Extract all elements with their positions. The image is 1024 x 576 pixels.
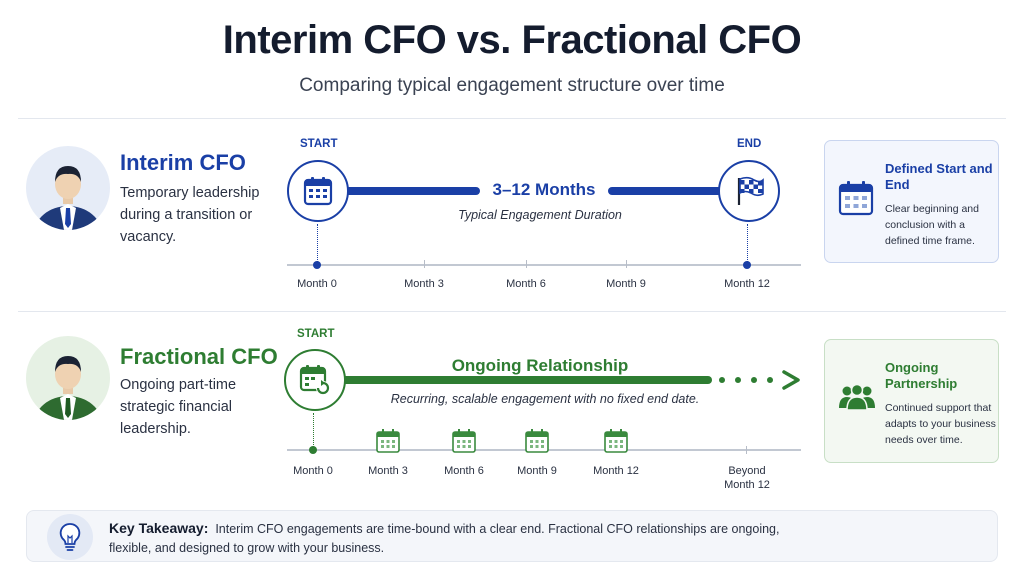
team-icon [837, 382, 877, 417]
interim-end-dot [743, 261, 751, 269]
fractional-ongoing-label: Ongoing Relationship [451, 356, 629, 375]
fractional-start-dot [309, 446, 317, 454]
fractional-tick-label: Month 6 [444, 465, 484, 477]
fractional-tick-label: Month 9 [517, 465, 557, 477]
takeaway-text-block: Key Takeaway: Interim CFO engagements ar… [109, 519, 809, 558]
interim-tick-label: Month 3 [404, 278, 444, 290]
fractional-ongoing-bar [340, 376, 712, 384]
takeaway-text: Interim CFO engagements are time-bound w… [109, 522, 780, 555]
fractional-tick-label: Month 3 [368, 465, 408, 477]
interim-end-flag [718, 160, 780, 222]
interim-description: Temporary leadership during a transition… [120, 185, 260, 245]
interim-start-dot [313, 261, 321, 269]
fractional-title: Fractional CFO [120, 344, 278, 369]
interim-info-card: Defined Start and End Clear beginning an… [824, 140, 999, 263]
takeaway-label: Key Takeaway: [109, 520, 209, 536]
fractional-avatar-icon [26, 336, 110, 420]
interim-title: Interim CFO [120, 150, 246, 175]
interim-tick [424, 260, 425, 268]
month-calendar-icon [525, 429, 549, 453]
interim-avatar-icon [26, 146, 110, 230]
month-calendar-icon [604, 429, 628, 453]
recurring-calendar-icon [299, 365, 330, 395]
interim-duration-caption: Typical Engagement Duration [458, 208, 622, 222]
interim-card-title: Defined Start and End [885, 161, 993, 192]
interim-start-calendar [287, 160, 349, 222]
interim-card-text: Clear beginning and conclusion with a de… [885, 203, 979, 247]
fractional-tick-label: Beyond Month 12 [724, 465, 770, 491]
fractional-ongoing-caption: Recurring, scalable engagement with no f… [390, 392, 700, 406]
top-divider [18, 118, 1006, 119]
interim-tick-label: Month 0 [297, 278, 337, 290]
interim-duration-bar-right [608, 187, 723, 195]
fractional-card-text: Continued support that adapts to your bu… [885, 402, 996, 446]
interim-tick-label: Month 9 [606, 278, 646, 290]
interim-tick-label: Month 6 [506, 278, 546, 290]
fractional-description: Ongoing part-time strategic financial le… [120, 377, 237, 437]
lightbulb-icon [47, 514, 93, 560]
fractional-start-connector [313, 413, 314, 447]
interim-start-connector [317, 224, 318, 262]
interim-tick [626, 260, 627, 268]
checkered-flag-icon [737, 176, 764, 205]
interim-tick [526, 260, 527, 268]
middle-divider [18, 311, 1006, 312]
fractional-tick-label: Month 0 [293, 465, 333, 477]
ongoing-arrow-icon [719, 370, 800, 390]
fractional-start-calendar [284, 349, 346, 411]
key-takeaway-panel: Key Takeaway: Interim CFO engagements ar… [26, 510, 998, 562]
interim-end-connector [747, 224, 748, 262]
page-title: Interim CFO vs. Fractional CFO [222, 18, 802, 62]
fractional-tick-label: Month 12 [593, 465, 639, 477]
fractional-start-label: START [297, 328, 335, 340]
calendar-icon [837, 179, 875, 222]
interim-duration-bar-left [345, 187, 480, 195]
interim-start-label: START [300, 138, 338, 150]
interim-timeline-axis [287, 264, 801, 266]
interim-duration-label: 3–12 Months [492, 180, 596, 199]
month-calendar-icon [376, 429, 400, 453]
fractional-tick [746, 446, 747, 454]
interim-end-label: END [737, 138, 762, 150]
fractional-info-card: Ongoing Partnership Continued support th… [824, 339, 999, 463]
month-calendar-icon [452, 429, 476, 453]
page-subtitle: Comparing typical engagement structure o… [299, 75, 725, 96]
interim-tick-label: Month 12 [724, 278, 770, 290]
fractional-card-title: Ongoing Partnership [885, 360, 958, 391]
calendar-icon [303, 177, 333, 206]
